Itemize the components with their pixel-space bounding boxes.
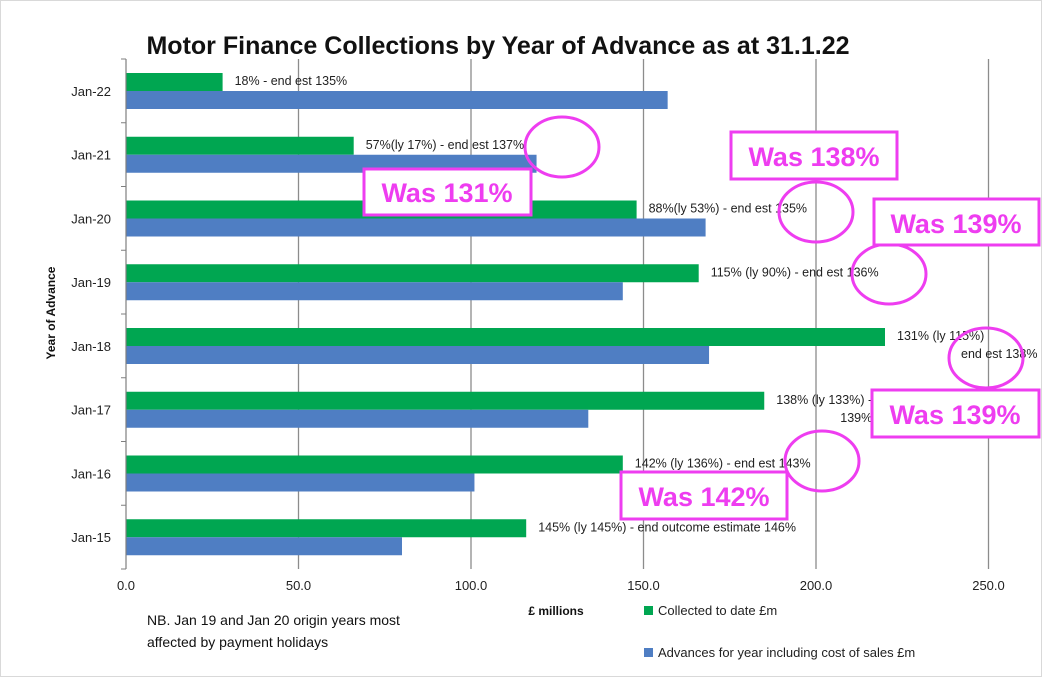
y-tick-label: Jan-16 [71, 466, 111, 481]
y-tick-label: Jan-18 [71, 339, 111, 354]
y-tick-label: Jan-19 [71, 275, 111, 290]
bar-advances-jan-17 [126, 409, 589, 428]
was-label-jan-21: Was 131% [381, 178, 512, 208]
legend-label-advances: Advances for year including cost of sale… [658, 645, 915, 660]
data-label-jan-16: 142% (ly 136%) - end est 143% [635, 457, 811, 471]
was-box-jan-20-bg [729, 130, 899, 181]
bar-advances-jan-19 [126, 282, 623, 301]
bar-advances-jan-16 [126, 473, 475, 492]
legend-swatch-collected [644, 606, 653, 615]
data-label-jan-19: 115% (ly 90%) - end est 136% [711, 265, 879, 279]
highlight-circle-jan-21 [523, 115, 601, 179]
y-tick-label: Jan-21 [71, 148, 111, 163]
bar-collected-jan-21 [126, 136, 354, 155]
highlight-circle-jan-20 [777, 180, 855, 244]
bar-advances-jan-20 [126, 218, 706, 237]
legend-label-collected: Collected to date £m [658, 603, 777, 618]
was-box-jan-17-bg [870, 388, 1041, 439]
x-tick-label: 0.0 [117, 578, 135, 593]
data-label-jan-20: 88%(ly 53%) - end est 135% [649, 202, 807, 216]
y-tick-label: Jan-22 [71, 84, 111, 99]
note-line-1: NB. Jan 19 and Jan 20 origin years most [147, 612, 400, 628]
data-label-jan-15: 145% (ly 145%) - end outcome estimate 14… [538, 520, 796, 534]
bar-collected-jan-15 [126, 519, 527, 538]
annotation-layer: Was 131% Was 138% Was 139% Was 139% Was … [362, 115, 1041, 521]
highlight-circle-jan-16 [783, 429, 861, 493]
data-label-jan-21: 57%(ly 17%) - end est 137% [366, 138, 524, 152]
was-label-jan-17: Was 139% [889, 400, 1020, 430]
x-tick-label: 150.0 [627, 578, 660, 593]
was-label-jan-16: Was 142% [638, 482, 769, 512]
highlight-circle-jan-18 [947, 326, 1025, 390]
chart-title: Motor Finance Collections by Year of Adv… [146, 32, 849, 60]
label-layer: 18% - end est 135% 57%(ly 17%) - end est … [235, 74, 1038, 534]
was-box-jan-16-bg [619, 470, 789, 521]
data-label-jan-22: 18% - end est 135% [235, 74, 348, 88]
was-label-jan-20: Was 138% [748, 142, 879, 172]
data-label-jan-17: 139% [840, 411, 872, 425]
bar-collected-jan-16 [126, 455, 623, 474]
bar-collected-jan-19 [126, 264, 699, 283]
y-axis-title: Year of Advance [44, 266, 58, 359]
x-tick-label: 200.0 [800, 578, 833, 593]
y-tick-label: Jan-15 [71, 530, 111, 545]
x-tick-label: 50.0 [286, 578, 311, 593]
y-tick-label: Jan-20 [71, 211, 111, 226]
bar-advances-jan-15 [126, 537, 402, 556]
bar-collected-jan-18 [126, 328, 885, 346]
y-tick-label: Jan-17 [71, 403, 111, 418]
bar-collected-jan-22 [126, 73, 223, 91]
data-label-jan-18: end est 138% [961, 347, 1037, 361]
was-box-jan-19-bg [872, 197, 1041, 247]
bar-advances-jan-22 [126, 91, 668, 109]
x-tick-label: 100.0 [455, 578, 488, 593]
bar-collected-jan-17 [126, 391, 765, 410]
data-label-jan-18: 131% (ly 115%) [897, 329, 984, 343]
note-line-2: affected by payment holidays [147, 634, 328, 650]
was-label-jan-19: Was 139% [890, 209, 1021, 239]
bar-advances-jan-18 [126, 346, 710, 364]
x-axis-title: £ millions [528, 604, 584, 618]
legend-swatch-advances [644, 648, 653, 657]
was-box-jan-21-bg [362, 167, 533, 217]
axis-layer: 0.0 50.0 100.0 150.0 200.0 250.0 Jan-22 Jan-21 J… [71, 58, 1005, 593]
x-tick-label: 250.0 [972, 578, 1005, 593]
